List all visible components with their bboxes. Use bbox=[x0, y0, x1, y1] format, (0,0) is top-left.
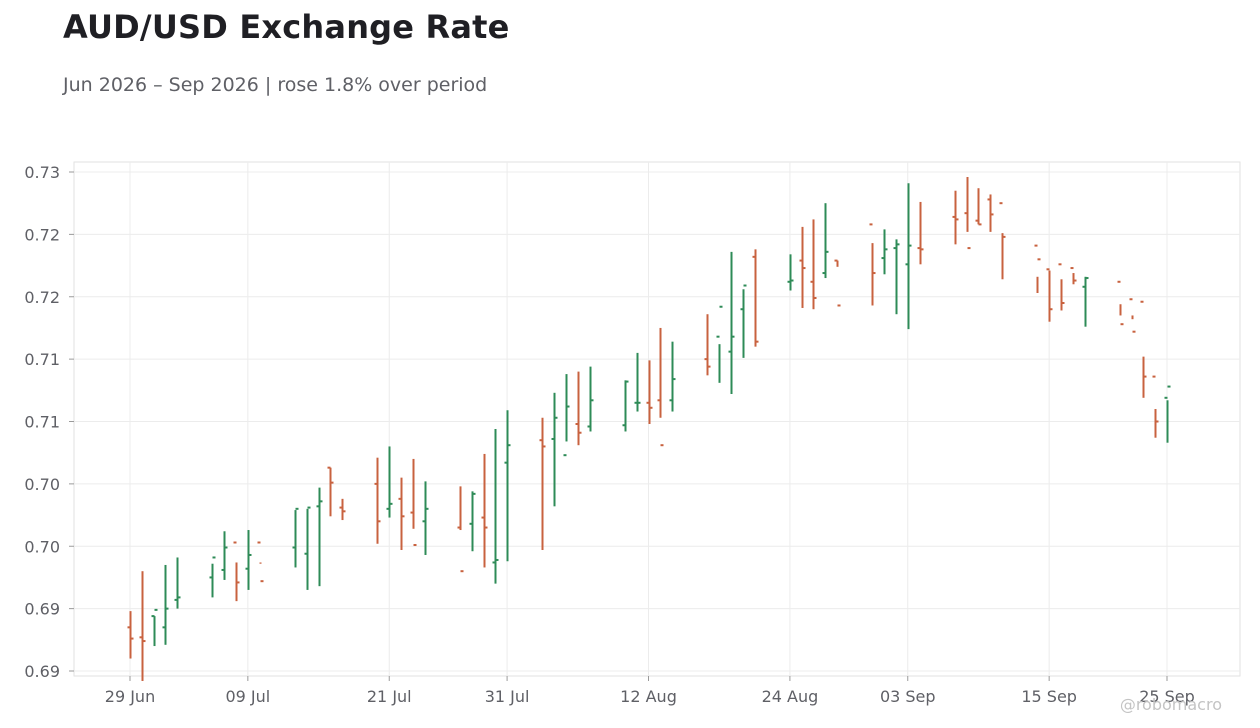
ohlc-bar bbox=[669, 341, 676, 412]
ohlc-bar bbox=[587, 366, 594, 432]
ohlc-bar bbox=[410, 458, 417, 547]
ohlc-bar bbox=[881, 229, 888, 275]
ohlc-bar bbox=[1140, 300, 1147, 398]
y-tick-label: 0.73 bbox=[24, 163, 60, 182]
x-tick-label: 25 Sep bbox=[1139, 687, 1195, 706]
ohlc-bar bbox=[657, 327, 664, 447]
ohlc-bar bbox=[869, 223, 876, 306]
y-tick-label: 0.69 bbox=[24, 662, 60, 681]
x-tick-label: 12 Aug bbox=[620, 687, 677, 706]
ohlc-bar bbox=[799, 226, 806, 308]
ohlc-bar bbox=[787, 254, 794, 291]
chart-subtitle: Jun 2026 – Sep 2026 | rose 1.8% over per… bbox=[63, 74, 488, 96]
ohlc-bar bbox=[292, 507, 299, 568]
x-tick-label: 15 Sep bbox=[1021, 687, 1077, 706]
ohlc-bar bbox=[209, 556, 216, 598]
ohlc-bar bbox=[1129, 298, 1136, 333]
ohlc-bar bbox=[740, 284, 747, 358]
ohlc-bar bbox=[987, 194, 994, 232]
ohlc-bar bbox=[174, 557, 181, 609]
ohlc-bar bbox=[893, 239, 900, 315]
y-tick-label: 0.71 bbox=[24, 413, 60, 432]
ohlc-bar bbox=[221, 531, 228, 580]
y-tick-label: 0.69 bbox=[24, 600, 60, 619]
ohlc-bar bbox=[327, 466, 334, 517]
ohlc-bar bbox=[810, 219, 817, 310]
x-tick-label: 29 Jun bbox=[105, 687, 155, 706]
ohlc-bar bbox=[374, 457, 381, 544]
ohlc-bar bbox=[422, 481, 429, 555]
ohlc-bar bbox=[634, 352, 641, 412]
watermark: @robomacro bbox=[1119, 695, 1222, 714]
ohlc-bar bbox=[905, 183, 912, 330]
y-tick-label: 0.72 bbox=[24, 225, 60, 244]
x-tick-label: 09 Jul bbox=[225, 687, 270, 706]
y-tick-label: 0.70 bbox=[24, 537, 60, 556]
ohlc-bar bbox=[952, 190, 959, 245]
ohlc-bar bbox=[1164, 385, 1171, 443]
ohlc-bar bbox=[575, 371, 582, 446]
ohlc-bar bbox=[752, 249, 759, 347]
x-tick-label: 21 Jul bbox=[367, 687, 412, 706]
ohlc-bar bbox=[481, 453, 488, 568]
ohlc-bar bbox=[339, 498, 346, 521]
ohlc-bar bbox=[492, 428, 499, 584]
ohlc-bar bbox=[257, 541, 264, 583]
ohlc-bar bbox=[469, 491, 476, 552]
ohlc-bar bbox=[622, 380, 629, 432]
y-tick-label: 0.70 bbox=[24, 475, 60, 494]
ohlc-bar bbox=[233, 541, 240, 602]
ohlc-bar bbox=[151, 608, 158, 647]
ohlc-bar bbox=[504, 410, 511, 562]
x-tick-label: 03 Sep bbox=[880, 687, 936, 706]
ohlc-bar bbox=[822, 203, 829, 279]
ohlc-bar bbox=[398, 477, 405, 550]
ohlc-bar bbox=[917, 201, 924, 265]
ohlc-bar bbox=[539, 417, 546, 550]
y-tick-label: 0.71 bbox=[24, 350, 60, 369]
ohlc-bar bbox=[999, 202, 1006, 280]
ohlc-bar bbox=[1152, 375, 1159, 438]
ohlc-bar bbox=[127, 611, 134, 659]
ohlc-bar bbox=[704, 314, 711, 376]
ohlc-bar bbox=[975, 188, 982, 226]
chart-title: AUD/USD Exchange Rate bbox=[63, 8, 510, 46]
ohlc-bar bbox=[964, 176, 971, 250]
ohlc-bar bbox=[834, 259, 841, 307]
ohlc-bar bbox=[728, 251, 735, 395]
ohlc-bar bbox=[316, 487, 323, 587]
y-tick-label: 0.72 bbox=[24, 288, 60, 307]
ohlc-bar bbox=[716, 305, 723, 383]
ohlc-bar bbox=[1082, 276, 1089, 327]
ohlc-bar bbox=[563, 374, 570, 457]
ohlc-bar bbox=[1058, 263, 1065, 311]
ohlc-bar bbox=[386, 446, 393, 518]
x-tick-label: 24 Aug bbox=[762, 687, 819, 706]
ohlc-bar bbox=[457, 486, 464, 573]
ohlc-bar bbox=[139, 571, 146, 681]
plot-frame bbox=[73, 161, 1241, 677]
ohlc-bar bbox=[304, 506, 311, 590]
ohlc-bar bbox=[245, 530, 252, 590]
ohlc-bar bbox=[1034, 244, 1041, 294]
ohlc-bar bbox=[551, 392, 558, 507]
ohlc-bar bbox=[162, 564, 169, 645]
x-tick-label: 31 Jul bbox=[485, 687, 530, 706]
ohlc-bar bbox=[1070, 267, 1077, 285]
ohlc-bar bbox=[1046, 268, 1053, 322]
ohlc-bar bbox=[1117, 280, 1124, 326]
ohlc-bar bbox=[646, 360, 653, 424]
